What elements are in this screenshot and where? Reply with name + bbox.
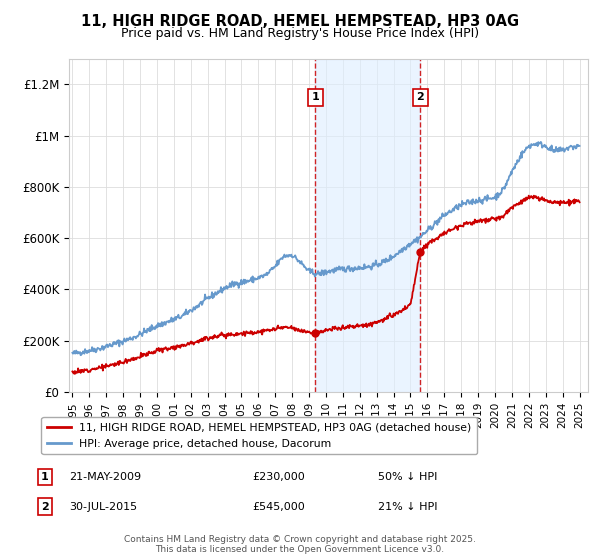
Text: 30-JUL-2015: 30-JUL-2015 [69, 502, 137, 512]
Text: 50% ↓ HPI: 50% ↓ HPI [378, 472, 437, 482]
Text: £230,000: £230,000 [252, 472, 305, 482]
Text: 2: 2 [416, 92, 424, 102]
Bar [316, 59, 420, 392]
Text: 2: 2 [41, 502, 49, 512]
Text: 21-MAY-2009: 21-MAY-2009 [69, 472, 141, 482]
Text: £545,000: £545,000 [252, 502, 305, 512]
Text: 11, HIGH RIDGE ROAD, HEMEL HEMPSTEAD, HP3 0AG: 11, HIGH RIDGE ROAD, HEMEL HEMPSTEAD, HP… [81, 14, 519, 29]
Text: Price paid vs. HM Land Registry's House Price Index (HPI): Price paid vs. HM Land Registry's House … [121, 27, 479, 40]
Legend: 11, HIGH RIDGE ROAD, HEMEL HEMPSTEAD, HP3 0AG (detached house), HPI: Average pri: 11, HIGH RIDGE ROAD, HEMEL HEMPSTEAD, HP… [41, 417, 477, 454]
Text: 1: 1 [311, 92, 319, 102]
Text: 1: 1 [41, 472, 49, 482]
Text: 21% ↓ HPI: 21% ↓ HPI [378, 502, 437, 512]
Text: Contains HM Land Registry data © Crown copyright and database right 2025.
This d: Contains HM Land Registry data © Crown c… [124, 535, 476, 554]
